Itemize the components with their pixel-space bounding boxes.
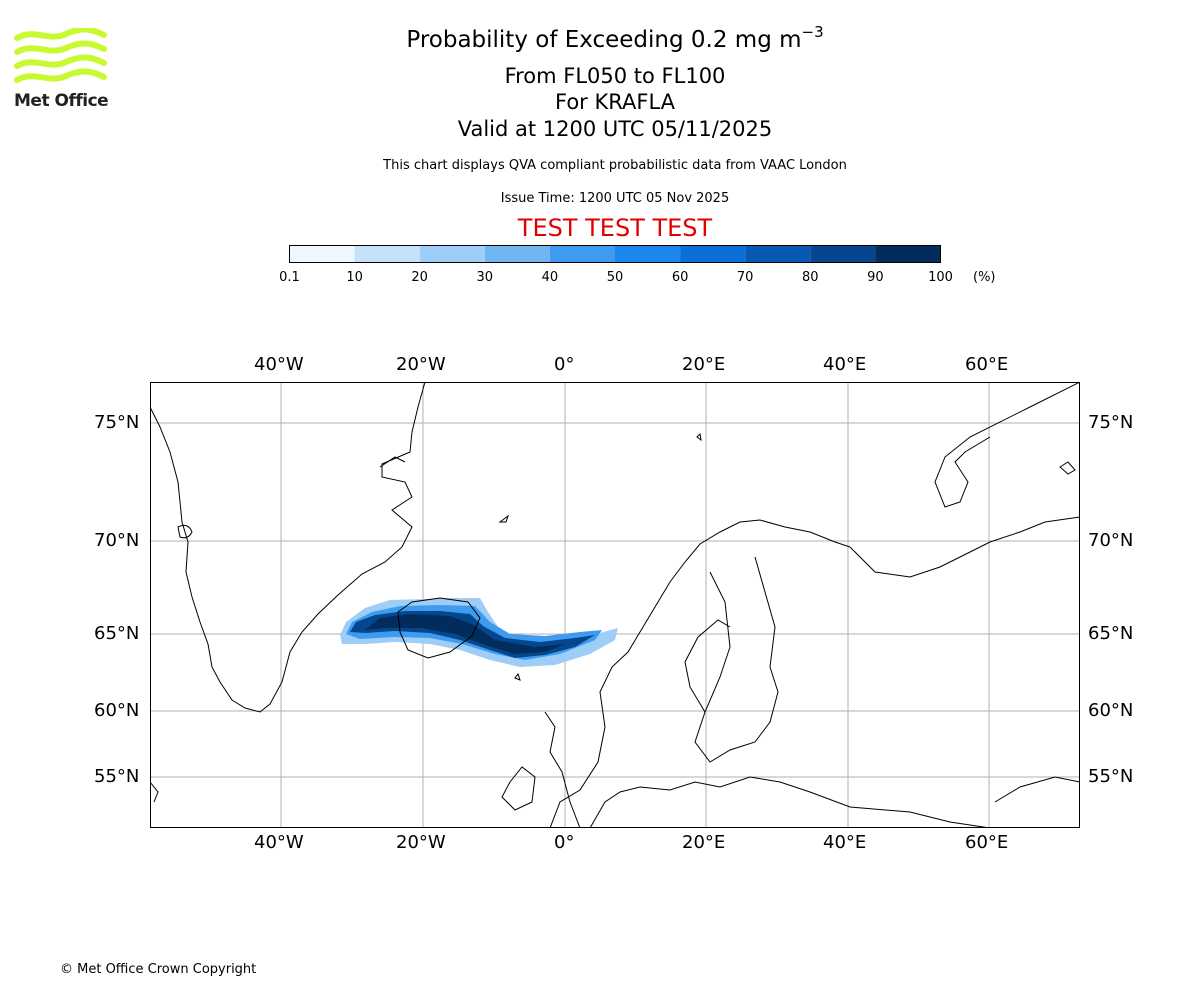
colorbar-segment: [680, 245, 746, 263]
test-banner: TEST TEST TEST: [517, 214, 713, 242]
chart-description: This chart displays QVA compliant probab…: [383, 158, 847, 173]
lat-label-right: 65°N: [1088, 623, 1134, 644]
colorbar-tick-label: 70: [736, 270, 754, 285]
lon-label-bottom: 20°E: [682, 832, 726, 853]
lon-label-bottom: 40°E: [823, 832, 867, 853]
lon-label-top: 20°E: [682, 354, 726, 375]
ash-plume: [340, 598, 618, 667]
lon-label-top: 60°E: [965, 354, 1009, 375]
colorbar-tick-label: 100: [928, 270, 953, 285]
map-frame: [150, 382, 1080, 828]
lat-label-right: 75°N: [1088, 412, 1134, 433]
lat-label-right: 55°N: [1088, 766, 1134, 787]
lat-label-right: 70°N: [1088, 530, 1134, 551]
lon-label-bottom: 60°E: [965, 832, 1009, 853]
colorbar-segment: [484, 245, 550, 263]
lat-label-left: 60°N: [94, 700, 140, 721]
colorbar-segment: [419, 245, 485, 263]
colorbar-segment: [810, 245, 876, 263]
lat-label-left: 75°N: [94, 412, 140, 433]
lon-label-bottom: 0°: [554, 832, 575, 853]
volcano-name: For KRAFLA: [555, 90, 675, 114]
colorbar: [289, 245, 941, 263]
lon-label-bottom: 20°W: [396, 832, 446, 853]
flight-levels: From FL050 to FL100: [504, 64, 726, 88]
colorbar-tick-label: 20: [411, 270, 428, 285]
colorbar-tick-label: 60: [671, 270, 689, 285]
colorbar-unit: (%): [973, 270, 996, 285]
met-office-logo-icon: [14, 28, 107, 83]
chart-title: Probability of Exceeding 0.2 mg m−3: [406, 23, 824, 53]
issue-time: Issue Time: 1200 UTC 05 Nov 2025: [500, 191, 730, 206]
lon-label-top: 40°E: [823, 354, 867, 375]
lat-label-left: 65°N: [94, 623, 140, 644]
colorbar-tick-label: 50: [606, 270, 624, 285]
colorbar-tick-label: 30: [476, 270, 494, 285]
lon-label-bottom: 40°W: [254, 832, 304, 853]
copyright: © Met Office Crown Copyright: [60, 962, 257, 977]
colorbar-tick-label: 40: [541, 270, 559, 285]
valid-time: Valid at 1200 UTC 05/11/2025: [457, 117, 773, 141]
colorbar-segment: [289, 245, 355, 263]
colorbar-segment: [354, 245, 420, 263]
lat-label-left: 70°N: [94, 530, 140, 551]
map-gridlines: [150, 382, 1080, 828]
colorbar-tick-label: 10: [346, 270, 363, 285]
colorbar-tick-label: 80: [802, 270, 819, 285]
colorbar-segment: [615, 245, 681, 263]
lon-label-top: 40°W: [254, 354, 304, 375]
colorbar-tick-label: 0.1: [279, 270, 300, 285]
colorbar-segment: [875, 245, 941, 263]
logo-text: Met Office: [14, 91, 109, 111]
coastlines: [150, 382, 1080, 828]
colorbar-tick-label: 90: [867, 270, 884, 285]
lon-label-top: 0°: [554, 354, 575, 375]
colorbar-segment: [745, 245, 811, 263]
colorbar-segment: [549, 245, 615, 263]
lat-label-left: 55°N: [94, 766, 140, 787]
lat-label-right: 60°N: [1088, 700, 1134, 721]
lon-label-top: 20°W: [396, 354, 446, 375]
